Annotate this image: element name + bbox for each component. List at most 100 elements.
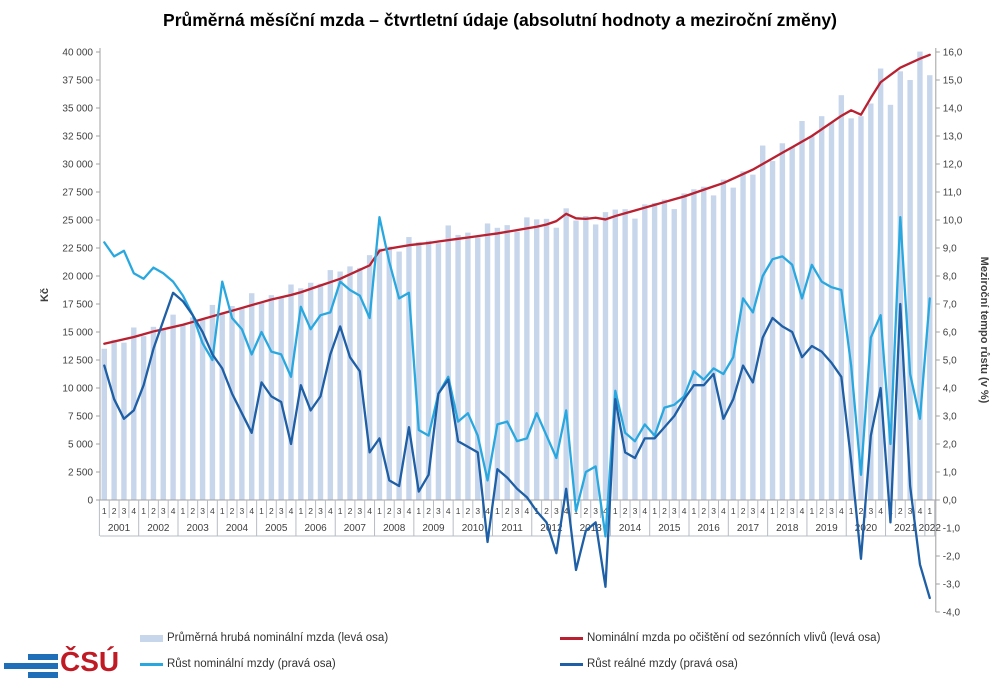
svg-text:2: 2	[466, 506, 471, 516]
svg-text:2022: 2022	[919, 523, 942, 534]
svg-text:1: 1	[927, 506, 932, 516]
svg-text:4: 4	[564, 506, 569, 516]
svg-text:2009: 2009	[422, 523, 445, 534]
svg-text:37 500: 37 500	[62, 76, 93, 87]
svg-text:0,0: 0,0	[943, 496, 957, 507]
svg-text:2021: 2021	[894, 523, 917, 534]
svg-text:2: 2	[426, 506, 431, 516]
svg-text:2014: 2014	[619, 523, 642, 534]
svg-text:0: 0	[87, 496, 93, 507]
svg-text:4: 4	[839, 506, 844, 516]
svg-text:4: 4	[171, 506, 176, 516]
legend-label: Nominální mzda po očištění od sezónních …	[587, 632, 881, 644]
svg-text:1: 1	[141, 506, 146, 516]
svg-text:9,0: 9,0	[943, 244, 957, 255]
svg-text:3: 3	[436, 506, 441, 516]
svg-text:2010: 2010	[462, 523, 485, 534]
svg-text:1: 1	[181, 506, 186, 516]
svg-text:4: 4	[603, 506, 608, 516]
wage-bars	[101, 51, 933, 501]
logo-stripe-icon	[28, 654, 58, 660]
svg-text:1: 1	[377, 506, 382, 516]
svg-text:10 000: 10 000	[62, 384, 93, 395]
svg-text:6,0: 6,0	[943, 328, 957, 339]
logo-stripe-icon	[28, 672, 58, 678]
svg-text:2: 2	[112, 506, 117, 516]
legend-item-nominal-wage-growth: Růst nominální mzdy (pravá osa)	[140, 657, 336, 671]
svg-text:2018: 2018	[776, 523, 799, 534]
svg-text:3: 3	[908, 506, 913, 516]
svg-text:30 000: 30 000	[62, 160, 93, 171]
svg-text:2: 2	[151, 506, 156, 516]
svg-text:7 500: 7 500	[68, 412, 93, 423]
svg-text:2: 2	[819, 506, 824, 516]
svg-text:4,0: 4,0	[943, 384, 957, 395]
svg-text:2012: 2012	[540, 523, 563, 534]
svg-text:3: 3	[593, 506, 598, 516]
svg-text:4: 4	[642, 506, 647, 516]
svg-text:2: 2	[701, 506, 706, 516]
legend-item-seasonally-adjusted-wage: Nominální mzda po očištění od sezónních …	[560, 631, 880, 645]
svg-text:12 500: 12 500	[62, 356, 93, 367]
svg-text:3: 3	[240, 506, 245, 516]
svg-text:3,0: 3,0	[943, 412, 957, 423]
svg-text:2: 2	[348, 506, 353, 516]
svg-text:2: 2	[859, 506, 864, 516]
svg-text:1: 1	[613, 506, 618, 516]
svg-text:2,0: 2,0	[943, 440, 957, 451]
svg-text:3: 3	[829, 506, 834, 516]
svg-text:4: 4	[367, 506, 372, 516]
svg-text:Kč: Kč	[39, 288, 51, 302]
real-growth-line	[103, 291, 931, 600]
svg-text:3: 3	[397, 506, 402, 516]
svg-text:17 500: 17 500	[62, 300, 93, 311]
svg-text:32 500: 32 500	[62, 132, 93, 143]
svg-text:1: 1	[220, 506, 225, 516]
svg-text:2: 2	[308, 506, 313, 516]
svg-text:22 500: 22 500	[62, 244, 93, 255]
svg-text:27 500: 27 500	[62, 188, 93, 199]
svg-text:2007: 2007	[344, 523, 367, 534]
svg-text:13,0: 13,0	[943, 132, 963, 143]
svg-text:5,0: 5,0	[943, 356, 957, 367]
svg-text:2: 2	[230, 506, 235, 516]
svg-text:4: 4	[918, 506, 923, 516]
svg-text:3: 3	[200, 506, 205, 516]
svg-text:4: 4	[131, 506, 136, 516]
left-axis: 0 2 500 5 000 7 500 10 000 12 500 15 000 17 500…	[39, 48, 101, 507]
svg-text:1: 1	[298, 506, 303, 516]
svg-text:2: 2	[544, 506, 549, 516]
svg-text:1: 1	[652, 506, 657, 516]
svg-text:2005: 2005	[265, 523, 288, 534]
csu-logo-text: ČSÚ	[60, 646, 120, 677]
svg-text:15,0: 15,0	[943, 76, 963, 87]
svg-text:2: 2	[623, 506, 628, 516]
legend-label: Průměrná hrubá nominální mzda (levá osa)	[167, 632, 389, 644]
svg-text:3: 3	[515, 506, 520, 516]
svg-text:2016: 2016	[698, 523, 721, 534]
svg-text:3: 3	[357, 506, 362, 516]
svg-text:4: 4	[800, 506, 805, 516]
svg-text:2: 2	[662, 506, 667, 516]
svg-text:3: 3	[318, 506, 323, 516]
svg-text:2: 2	[190, 506, 195, 516]
svg-text:3: 3	[672, 506, 677, 516]
svg-text:3: 3	[554, 506, 559, 516]
svg-text:2020: 2020	[855, 523, 878, 534]
legend-item-gross-nominal-wage: Průměrná hrubá nominální mzda (levá osa)	[140, 631, 388, 645]
svg-text:10,0: 10,0	[943, 216, 963, 227]
svg-text:1: 1	[692, 506, 697, 516]
svg-text:3: 3	[751, 506, 756, 516]
logo-stripe-icon	[4, 663, 58, 669]
svg-text:2003: 2003	[187, 523, 210, 534]
red-line-swatch-icon	[560, 636, 583, 640]
svg-text:2: 2	[505, 506, 510, 516]
svg-text:3: 3	[475, 506, 480, 516]
svg-text:3: 3	[868, 506, 873, 516]
svg-text:4: 4	[328, 506, 333, 516]
svg-text:1: 1	[416, 506, 421, 516]
svg-text:2006: 2006	[304, 523, 327, 534]
svg-text:3: 3	[161, 506, 166, 516]
